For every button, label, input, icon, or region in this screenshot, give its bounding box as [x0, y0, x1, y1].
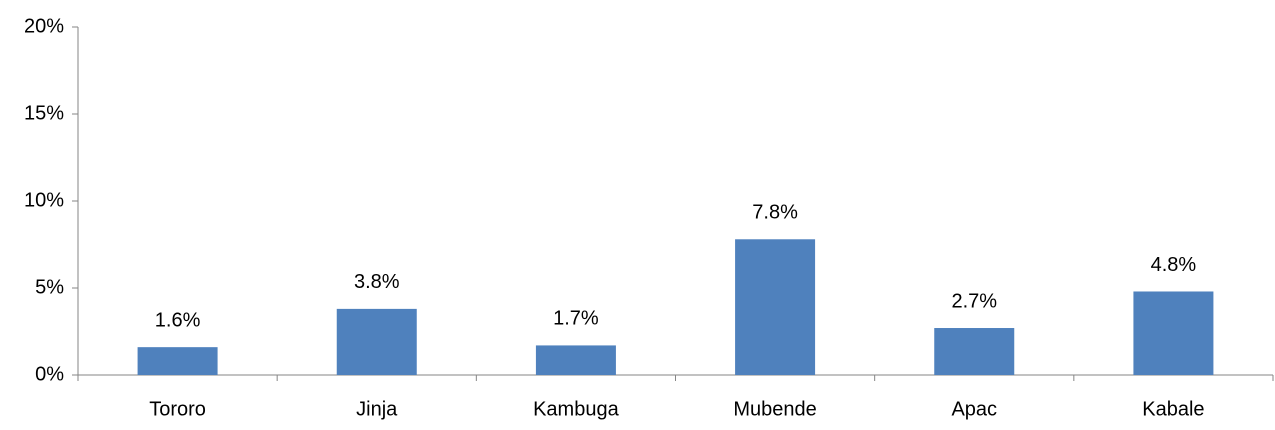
bar: [1133, 291, 1214, 375]
x-tick-label: Kabale: [1142, 398, 1204, 420]
x-tick-label: Kambuga: [533, 398, 619, 420]
x-tick-label: Mubende: [733, 398, 816, 420]
x-tick-label: Apac: [951, 398, 997, 420]
value-label: 3.8%: [354, 271, 400, 293]
y-tick-label: 15%: [24, 102, 64, 124]
bar: [137, 347, 218, 375]
value-label: 2.7%: [951, 290, 997, 312]
value-label: 1.7%: [553, 308, 599, 330]
bar: [535, 345, 616, 375]
y-tick-label: 0%: [35, 363, 64, 385]
bar: [934, 328, 1015, 375]
value-label: 1.6%: [155, 309, 201, 331]
x-tick-label: Jinja: [356, 398, 398, 420]
bar: [336, 308, 417, 375]
value-label: 4.8%: [1151, 254, 1197, 276]
x-tick-label: Tororo: [149, 398, 206, 420]
value-label: 7.8%: [752, 202, 798, 224]
y-tick-label: 20%: [24, 15, 64, 37]
y-tick-label: 10%: [24, 189, 64, 211]
bar: [735, 239, 816, 375]
y-tick-label: 5%: [35, 276, 64, 298]
